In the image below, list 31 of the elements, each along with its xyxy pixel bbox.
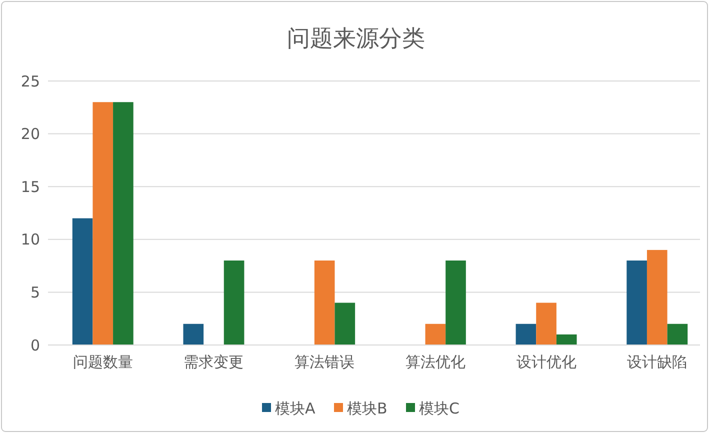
y-tick-label: 0: [30, 336, 40, 354]
y-tick-label: 25: [20, 72, 40, 90]
bar: [72, 218, 93, 345]
bar: [314, 260, 335, 345]
x-tick-label: 需求变更: [184, 353, 244, 371]
bar: [334, 302, 356, 345]
bar: [626, 260, 647, 345]
bar: [425, 324, 446, 345]
y-tick-label: 10: [20, 230, 40, 249]
bar: [446, 260, 466, 345]
legend-label: 模块C: [419, 399, 460, 418]
x-tick-label: 问题数量: [72, 353, 133, 371]
y-tick-label: 20: [20, 125, 40, 144]
legend-label: 模块A: [275, 399, 316, 418]
bar: [667, 324, 688, 345]
x-tick-label: 算法优化: [405, 353, 466, 371]
bar: [113, 102, 134, 345]
y-tick-label: 15: [20, 178, 40, 196]
legend-label: 模块B: [347, 399, 388, 418]
bar: [92, 102, 114, 345]
bar: [646, 250, 668, 345]
bar: [183, 324, 204, 345]
bar: [536, 302, 556, 345]
chart-title: 问题来源分类: [287, 26, 425, 52]
bar: [556, 334, 577, 345]
x-tick-label: 设计缺陷: [627, 353, 688, 371]
bar: [516, 324, 536, 345]
y-tick-label: 5: [30, 283, 40, 302]
x-tick-label: 设计优化: [516, 353, 576, 371]
x-tick-label: 算法错误: [294, 353, 355, 371]
bar: [224, 260, 244, 345]
